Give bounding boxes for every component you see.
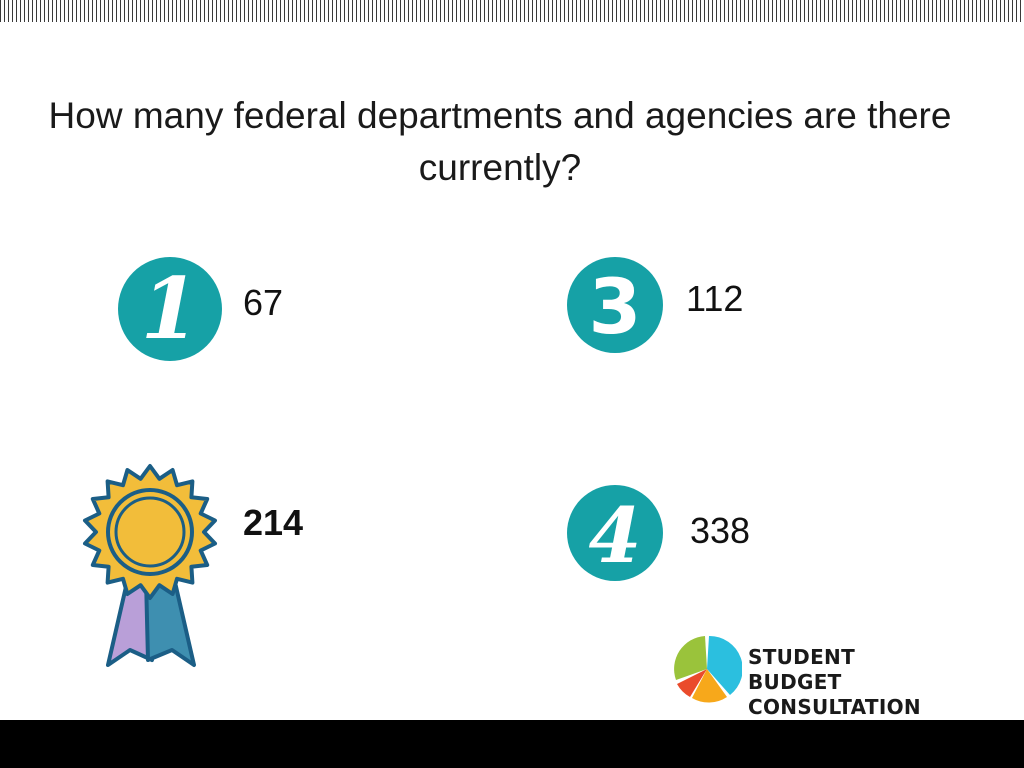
logo-text: STUDENT BUDGET CONSULTATION xyxy=(748,645,921,719)
bottom-bar xyxy=(0,720,1024,768)
svg-text:1: 1 xyxy=(141,259,199,358)
question-title: How many federal departments and agencie… xyxy=(48,95,952,188)
answer-option-2[interactable]: 214 xyxy=(243,502,304,543)
pie-logo-icon xyxy=(674,635,742,703)
award-ribbon-icon xyxy=(83,464,217,667)
number-four-icon: 4 xyxy=(567,485,663,581)
svg-text:3: 3 xyxy=(589,262,642,351)
student-budget-consultation-logo: STUDENT BUDGET CONSULTATION xyxy=(672,634,1012,719)
answer-option-1[interactable]: 67 xyxy=(243,282,284,323)
number-one-icon: 1 xyxy=(118,257,222,361)
number-three-icon: 3 xyxy=(567,257,663,353)
svg-text:4: 4 xyxy=(589,491,642,580)
answer-option-4[interactable]: 338 xyxy=(690,510,751,551)
top-decorative-strip xyxy=(0,0,1024,22)
answer-option-3[interactable]: 112 xyxy=(686,278,744,319)
